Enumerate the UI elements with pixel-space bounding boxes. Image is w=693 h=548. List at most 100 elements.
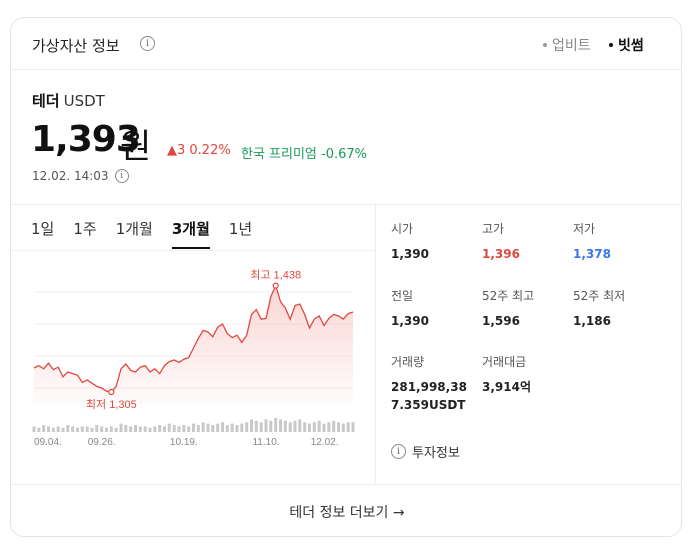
volume-bar bbox=[119, 423, 123, 432]
volume-bar bbox=[274, 418, 278, 432]
price-area bbox=[34, 285, 353, 404]
price-line bbox=[33, 283, 354, 393]
volume-bar bbox=[124, 425, 128, 432]
info-icon[interactable]: i bbox=[114, 169, 129, 183]
timestamp: 12.02. 14:03 bbox=[32, 169, 109, 183]
volume-bar bbox=[206, 423, 210, 432]
stat-label: 고가 bbox=[482, 222, 505, 236]
tab-1w[interactable]: 1주 bbox=[73, 220, 97, 238]
stat-52w-low: 52주 최저 1,186 bbox=[573, 287, 625, 330]
volume-bar bbox=[66, 425, 70, 432]
divider bbox=[375, 205, 376, 484]
stat-value: 1,186 bbox=[573, 314, 611, 328]
volume-bar bbox=[245, 422, 249, 432]
stat-label: 52주 최저 bbox=[573, 289, 626, 303]
info-icon[interactable]: i bbox=[140, 36, 155, 51]
low-point-marker bbox=[108, 388, 115, 396]
volume-bar bbox=[351, 422, 355, 432]
volume-bar bbox=[56, 426, 60, 432]
volume-bar bbox=[264, 419, 268, 432]
current-price: 1,393 bbox=[31, 119, 141, 160]
crypto-info-card: 가상자산 정보 i 업비트 빗썸 테더 USDT 1,393 원 ▲3 0.22%… bbox=[10, 17, 682, 537]
volume-bar bbox=[279, 419, 282, 432]
bullet-icon bbox=[543, 43, 547, 47]
x-tick-label: 12.02. bbox=[311, 437, 339, 448]
volume-bar bbox=[240, 423, 244, 432]
korea-premium: 한국 프리미엄 -0.67% bbox=[241, 147, 368, 162]
volume-bar bbox=[42, 425, 46, 432]
volume-bar bbox=[235, 425, 239, 432]
volume-bar bbox=[61, 427, 65, 432]
volume-bar bbox=[288, 422, 292, 432]
volume-bar bbox=[254, 420, 258, 432]
volume-bar bbox=[172, 425, 176, 432]
high-point-marker bbox=[272, 282, 279, 289]
tab-1d[interactable]: 1일 bbox=[31, 220, 55, 238]
volume-bar bbox=[230, 423, 234, 432]
price-chart[interactable]: 09.04. 09.26. 10.19. 11.10. 12.02. 최고 1,438 최… bbox=[11, 258, 375, 458]
exchange-upbit-option[interactable]: 업비트 bbox=[543, 35, 591, 55]
volume-bar bbox=[322, 423, 326, 432]
more-info-button[interactable]: 테더 정보 더보기 → bbox=[11, 485, 681, 536]
volume-bar bbox=[51, 427, 55, 432]
card-header: 가상자산 정보 i 업비트 빗썸 bbox=[11, 18, 681, 70]
volume-bar bbox=[187, 426, 191, 432]
tab-1m[interactable]: 1개월 bbox=[115, 220, 153, 238]
volume-bar bbox=[327, 422, 331, 432]
volume-bar bbox=[114, 427, 118, 432]
stat-prev-close: 전일 1,390 bbox=[391, 287, 429, 330]
tab-3m[interactable]: 3개월 bbox=[171, 218, 210, 249]
volume-bar bbox=[129, 426, 133, 432]
divider bbox=[11, 484, 681, 485]
stat-value: 1,390 bbox=[391, 247, 429, 261]
volume-bar bbox=[201, 422, 205, 432]
price-unit: 원 bbox=[120, 127, 152, 167]
volume-bar bbox=[37, 427, 41, 432]
volume-bar bbox=[182, 425, 186, 432]
volume-bar bbox=[312, 422, 316, 432]
stat-high: 고가 1,396 bbox=[482, 220, 520, 263]
volume-bar bbox=[163, 426, 166, 432]
exchange-bithumb-option[interactable]: 빗썸 bbox=[609, 35, 644, 55]
x-tick-label: 09.26. bbox=[88, 437, 116, 448]
low-point-label: 최저 1,305 bbox=[86, 398, 137, 411]
volume-bar bbox=[85, 426, 89, 432]
stat-value: 281,998,38 7.359USDT bbox=[391, 380, 467, 412]
stat-value: 1,396 bbox=[482, 247, 520, 261]
volume-bar bbox=[138, 426, 142, 432]
stat-label: 저가 bbox=[573, 222, 596, 236]
more-info-label: 테더 정보 더보기 → bbox=[289, 504, 405, 521]
volume-bar bbox=[177, 426, 181, 432]
coin-korean-name: 테더 bbox=[32, 92, 60, 110]
volume-bar bbox=[221, 422, 224, 432]
volume-bar bbox=[80, 426, 84, 432]
investment-info-label: 투자정보 bbox=[412, 446, 460, 461]
bullet-icon bbox=[609, 43, 613, 47]
volume-bar bbox=[308, 423, 311, 432]
info-icon: i bbox=[391, 444, 406, 459]
investment-info-link[interactable]: i 투자정보 bbox=[391, 442, 460, 461]
stat-value: 1,596 bbox=[482, 314, 520, 328]
volume-bar bbox=[90, 427, 94, 432]
volume-bar bbox=[196, 425, 200, 432]
tab-1y[interactable]: 1년 bbox=[228, 220, 253, 238]
header-title: 가상자산 정보 bbox=[32, 37, 120, 55]
volume-bar bbox=[303, 422, 307, 432]
x-tick-label: 09.04. bbox=[34, 437, 62, 448]
volume-bar bbox=[211, 425, 215, 432]
stat-label: 전일 bbox=[391, 289, 414, 303]
period-tabs: 1일 1주 1개월 3개월 1년 bbox=[31, 218, 271, 249]
coin-symbol: USDT bbox=[63, 92, 105, 110]
tabs-underline bbox=[11, 250, 375, 251]
exchange-upbit-label: 업비트 bbox=[552, 38, 591, 54]
volume-bar bbox=[158, 425, 162, 432]
stat-label: 거래대금 bbox=[482, 355, 527, 369]
stat-open: 시가 1,390 bbox=[391, 220, 429, 263]
volume-bar bbox=[293, 420, 297, 432]
high-point-label: 최고 1,438 bbox=[250, 269, 301, 282]
stat-label: 시가 bbox=[391, 222, 414, 236]
volume-bar bbox=[250, 419, 253, 432]
stat-volume: 거래량 281,998,38 7.359USDT bbox=[391, 353, 481, 414]
volume-bar bbox=[143, 426, 147, 432]
volume-bar bbox=[153, 426, 157, 432]
